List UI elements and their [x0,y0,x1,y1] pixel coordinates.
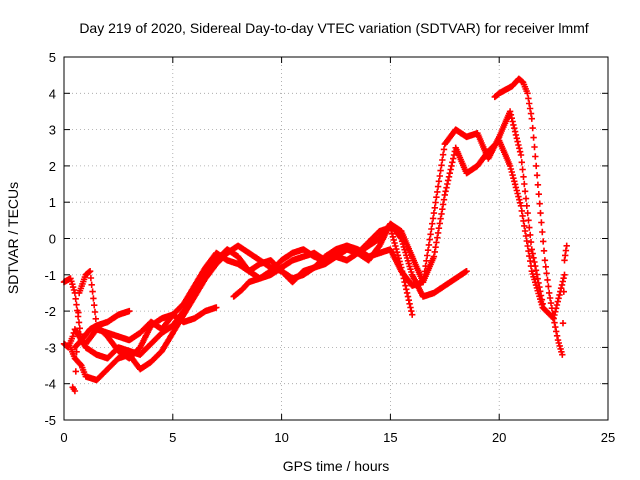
x-axis-label: GPS time / hours [283,458,390,474]
series-markers [491,75,570,358]
x-tick-label: 10 [274,430,288,445]
series-trace-3 [67,108,546,384]
x-tick-labels: 0 5 10 15 20 25 [60,430,615,445]
chart-title: Day 219 of 2020, Sidereal Day-to-day VTE… [79,20,588,36]
y-tick-label: -5 [44,413,56,428]
y-tick-label: -1 [44,268,56,283]
x-tick-label: 15 [383,430,397,445]
series-markers [71,307,133,351]
data-series [60,75,570,395]
y-tick-label: 1 [49,195,56,210]
x-tick-label: 5 [169,430,176,445]
series-markers [69,268,220,395]
series-trace-7 [491,75,570,358]
series-trace-4 [69,268,220,395]
y-tick-labels: -5 -4 -3 -2 -1 0 1 2 3 4 5 [44,50,56,428]
x-tick-label: 20 [492,430,506,445]
grid-lines [64,57,608,420]
y-tick-label: -2 [44,304,56,319]
y-tick-label: -3 [44,340,56,355]
series-markers [67,108,546,384]
y-tick-label: 0 [49,232,56,247]
series-trace-5 [71,307,133,351]
y-tick-label: 2 [49,159,56,174]
y-axis-label: SDTVAR / TECUs [5,182,21,294]
plot-area-border [63,56,609,421]
y-tick-label: 3 [49,123,56,138]
series-markers [230,137,568,322]
x-tick-label: 25 [601,430,615,445]
y-tick-label: 4 [49,86,56,101]
y-tick-label: -4 [44,377,56,392]
y-tick-label: 5 [49,50,56,65]
x-tick-label: 0 [60,430,67,445]
series-trace-6 [230,137,568,322]
